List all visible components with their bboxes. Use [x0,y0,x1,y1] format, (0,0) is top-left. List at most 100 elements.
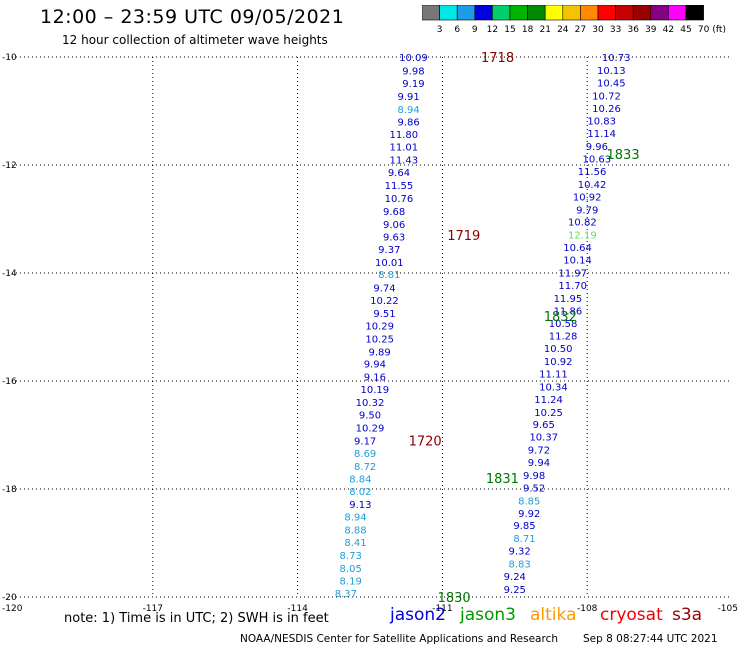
wave-height-value: 11.70 [558,281,587,292]
x-tick-label: -108 [577,604,598,614]
wave-height-value: 10.25 [534,408,563,419]
wave-height-value: 11.80 [389,130,418,141]
x-tick-label: -111 [432,604,452,614]
footnote: note: 1) Time is in UTC; 2) SWH is in fe… [64,611,329,626]
pass-time-label: 1718 [481,51,514,66]
wave-height-value: 9.72 [528,446,550,457]
wave-height-value: 8.05 [340,564,362,575]
wave-height-value: 9.89 [369,347,391,358]
wave-height-value: 9.13 [349,500,371,511]
y-tick-label: -14 [2,269,17,279]
wave-height-value: 9.65 [533,420,555,431]
wave-height-value: 9.94 [528,458,550,469]
wave-height-value: 11.95 [554,294,583,305]
colorbar-tick-label: 24 [557,25,569,35]
wave-height-value: 10.82 [568,218,597,229]
wave-height-value: 8.19 [340,576,362,587]
wave-height-value: 11.86 [554,306,583,317]
wave-height-value: 9.92 [518,509,540,520]
wave-height-value: 10.50 [544,344,573,355]
wave-height-value: 11.14 [587,129,616,140]
wave-height-value: 9.52 [523,483,545,494]
wave-height-value: 8.83 [508,560,530,571]
wave-height-value: 10.29 [365,321,394,332]
y-tick-label: -18 [2,485,17,495]
wave-height-value: 11.56 [578,167,607,178]
wave-height-value: 10.34 [539,382,568,393]
track-jason3: 10.7310.1310.4510.7210.2610.8311.149.961… [438,53,640,606]
x-tick-label: -117 [143,604,163,614]
wave-height-value: 9.24 [504,572,526,583]
credit-line: NOAA/NESDIS Center for Satellite Applica… [240,633,558,645]
pass-time-label: 1719 [447,229,480,244]
wave-height-value: 10.76 [385,194,414,205]
y-tick-label: -16 [2,377,17,387]
wave-height-value: 10.29 [356,423,385,434]
wave-height-value: 9.51 [373,309,395,320]
wave-height-value: 10.45 [597,78,626,89]
y-tick-label: -12 [2,161,17,171]
colorbar-tick-label: (ft) [712,25,726,35]
colorbar-tick-label: 3 [437,25,443,35]
legend-s3a: s3a [672,605,703,625]
wave-height-value: 11.97 [558,268,587,279]
wave-height-value: 11.28 [549,332,578,343]
pass-time-label: 1831 [486,472,519,487]
wave-height-value: 8.37 [335,589,357,600]
wave-height-value: 9.91 [397,92,419,103]
colorbar-tick-label: 6 [454,25,460,35]
wave-height-value: 10.14 [563,256,592,267]
wave-height-value: 9.98 [402,67,424,78]
colorbar-tick-label: 12 [487,25,498,35]
colorbar-tick-label: 39 [645,25,657,35]
wave-height-value: 9.06 [383,220,405,231]
wave-height-value: 9.25 [504,585,526,596]
colorbar-tick-label: 15 [504,25,515,35]
wave-height-value: 9.64 [388,168,410,179]
colorbar-tick-label: 70 [698,25,710,35]
wave-height-value: 10.58 [549,319,578,330]
wave-height-value: 11.43 [389,156,418,167]
wave-height-value: 11.55 [385,181,414,192]
generated-timestamp: Sep 8 08:27:44 UTC 2021 [583,633,718,645]
wave-height-value: 9.16 [364,373,386,384]
wave-height-value: 10.01 [375,258,404,269]
pass-time-label: 1830 [438,591,471,606]
colorbar-tick-label: 27 [575,25,586,35]
colorbar-tick-label: 21 [539,25,550,35]
wave-height-value: 11.01 [389,143,418,154]
wave-height-value: 9.79 [576,205,598,216]
x-tick-label: -114 [287,604,308,614]
wave-height-value: 9.68 [383,207,405,218]
colorbar-tick-label: 9 [472,25,478,35]
wave-height-value: 8.85 [518,496,540,507]
wave-height-value: 10.37 [529,433,558,444]
wave-height-value: 9.94 [364,360,386,371]
wave-height-value: 10.73 [602,53,631,64]
wave-height-value: 10.13 [597,66,626,77]
wave-height-value: 8.73 [340,551,362,562]
wave-height-value: 10.32 [356,398,385,409]
wave-height-value: 10.83 [587,117,616,128]
wave-height-value: 10.92 [544,357,573,368]
wave-height-value: 10.26 [592,104,621,115]
pass-time-label: 1833 [607,148,640,163]
color-scale-legend: 3 6 9 12 15 18 21 24 27 30 33 36 39 42 45 70 (ft) [422,5,726,35]
pass-time-label: 1720 [409,434,442,449]
map-subtitle: 12 hour collection of altimeter wave hei… [62,33,328,47]
wave-height-value: 9.37 [378,245,400,256]
wave-height-value: 9.63 [383,232,405,243]
legend-altika: altika [530,605,577,625]
map-title: 12:00 – 23:59 UTC 09/05/2021 [40,6,345,28]
colorbar-tick-label: 45 [680,25,691,35]
wave-height-value: 10.42 [578,180,607,191]
x-tick-label: -120 [2,604,23,614]
colorbar-tick-label: 18 [522,25,534,35]
grid [8,56,732,598]
wave-height-value: 8.94 [344,513,366,524]
wave-height-value: 10.19 [361,385,390,396]
wave-height-value: 8.71 [513,534,535,545]
wave-height-value: 9.17 [354,436,376,447]
wave-height-value: 8.02 [349,487,371,498]
legend-jason2: jason2 [390,605,446,625]
